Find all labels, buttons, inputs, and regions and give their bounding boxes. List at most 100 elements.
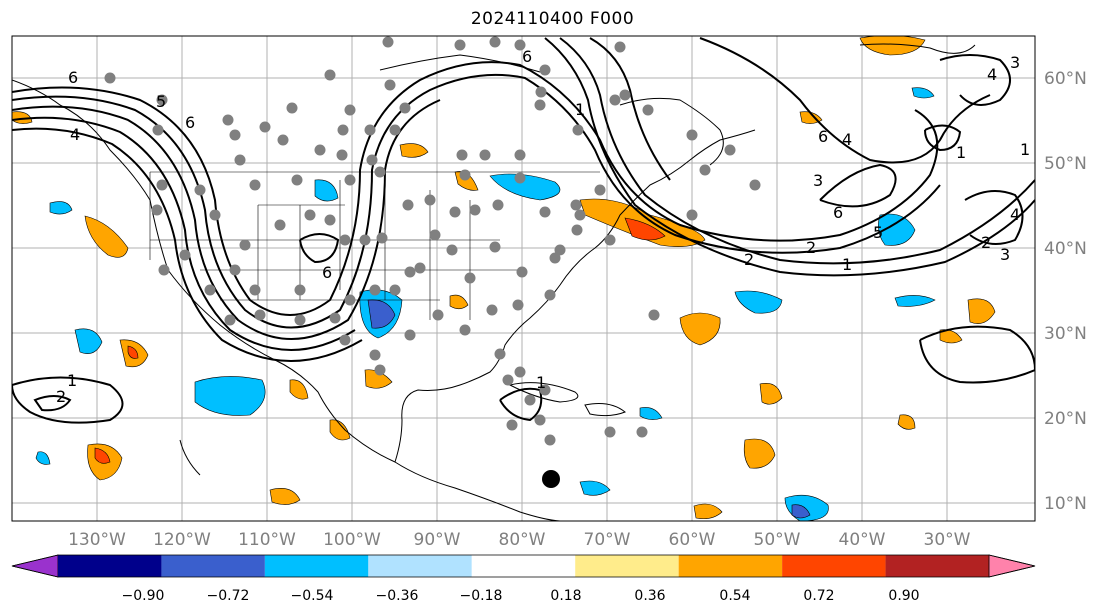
station-dot: [294, 314, 306, 326]
station-dot: [724, 144, 736, 156]
station-dot: [614, 41, 626, 53]
colorbar-segment: [58, 555, 162, 577]
station-dot: [249, 179, 261, 191]
station-dot: [249, 284, 261, 296]
negative-anomaly-blob: [894, 295, 936, 307]
station-dot: [402, 199, 414, 211]
positive-anomaly-blob: [679, 312, 721, 346]
station-dot: [239, 239, 251, 251]
contour-label: 4: [1010, 205, 1020, 224]
positive-anomaly-blob: [897, 414, 916, 430]
station-dot: [194, 184, 206, 196]
negative-anomaly-blob: [878, 213, 916, 246]
station-dot: [399, 102, 411, 114]
station-dot: [277, 134, 289, 146]
colorbar-outline: [11, 554, 1036, 578]
colorbar-segment: [368, 555, 472, 577]
negative-anomaly-blob: [639, 407, 663, 420]
station-dot: [339, 334, 351, 346]
station-dot: [156, 179, 168, 191]
positive-anomaly-blob: [743, 438, 776, 469]
contour-label: 4: [842, 130, 852, 149]
station-dot: [204, 284, 216, 296]
station-dot: [404, 329, 416, 341]
map-frame: [11, 35, 1036, 522]
contour-label: 4: [70, 125, 80, 144]
station-dot: [376, 232, 388, 244]
station-dot: [534, 414, 546, 426]
station-dot: [286, 102, 298, 114]
lat-label: 40°N: [1044, 239, 1087, 259]
station-dot: [229, 129, 241, 141]
station-dot: [314, 144, 326, 156]
station-dot: [344, 174, 356, 186]
colorbar-tick-label: 0.36: [634, 588, 665, 604]
latitude-labels: 60°N 50°N 40°N 30°N 20°N 10°N: [1044, 69, 1087, 514]
station-dot: [514, 39, 526, 51]
colorbar-segment: [471, 555, 576, 577]
station-dot: [648, 309, 660, 321]
colorbar-segment: [782, 555, 886, 577]
colorbar-tick-label: −0.36: [376, 588, 419, 604]
station-dot: [304, 209, 316, 221]
contour-label: 3: [1000, 245, 1010, 264]
station-dot: [479, 149, 491, 161]
colorbar-segment: [575, 555, 679, 577]
station-dot: [359, 234, 371, 246]
colorbar-tick-labels: −0.90 −0.72 −0.54 −0.36 −0.18 0.18 0.36 …: [122, 588, 920, 604]
station-dot: [489, 36, 501, 48]
station-dot: [539, 384, 551, 396]
contour-label: 1: [67, 371, 77, 390]
lon-label: 110°W: [238, 530, 296, 550]
station-dot: [209, 209, 221, 221]
station-dot: [374, 364, 386, 376]
station-dot: [544, 434, 556, 446]
contour-label: 2: [744, 250, 754, 269]
colorbar-segment: [885, 555, 989, 577]
station-dot: [570, 199, 582, 211]
station-dot: [364, 124, 376, 136]
station-dot: [382, 36, 394, 48]
colorbar-extension-low: [11, 554, 59, 578]
station-dot: [344, 294, 356, 306]
station-dot: [229, 264, 241, 276]
contour-label: 6: [522, 47, 532, 66]
contour-labels: 6 5 6 4 1 6 6 2 1 2 1 4 6 3 6 5 1 4 3 4 …: [56, 47, 1030, 406]
positive-anomaly-core: [94, 447, 111, 464]
lon-label: 70°W: [584, 530, 631, 550]
station-dot: [572, 124, 584, 136]
negative-anomaly-blob: [911, 87, 935, 99]
positive-anomaly-blob: [399, 143, 429, 158]
colorbar-segment: [264, 555, 369, 577]
station-dot: [574, 209, 586, 221]
colorbar-tick-label: 0.54: [719, 588, 750, 604]
lon-label: 80°W: [499, 530, 546, 550]
colorbar: −0.90 −0.72 −0.54 −0.36 −0.18 0.18 0.36 …: [11, 554, 1036, 604]
station-dot: [414, 262, 426, 274]
lat-label: 20°N: [1044, 409, 1087, 429]
positive-anomaly-core: [127, 345, 139, 359]
station-dot: [534, 99, 546, 111]
positive-anomaly-blob: [693, 503, 723, 520]
contour-label: 6: [68, 68, 78, 87]
colorbar-tick-label: −0.54: [291, 588, 334, 604]
negative-anomaly-blob: [314, 179, 339, 202]
station-dot: [489, 241, 501, 253]
contour-label: 3: [1010, 53, 1020, 72]
station-dot: [324, 214, 336, 226]
station-dot: [686, 129, 698, 141]
station-dot: [294, 284, 306, 296]
station-dot: [549, 252, 561, 264]
station-dot: [506, 419, 518, 431]
station-dot: [514, 172, 526, 184]
contour-label: 1: [575, 100, 585, 119]
contour-label: 2: [806, 238, 816, 257]
station-dot: [374, 166, 386, 178]
station-dot: [494, 348, 506, 360]
positive-anomaly-blob: [84, 215, 129, 258]
lon-label: 60°W: [669, 530, 716, 550]
station-dot: [464, 272, 476, 284]
station-dot: [337, 124, 349, 136]
station-dot: [554, 244, 566, 256]
colorbar-tick-label: −0.90: [122, 588, 165, 604]
